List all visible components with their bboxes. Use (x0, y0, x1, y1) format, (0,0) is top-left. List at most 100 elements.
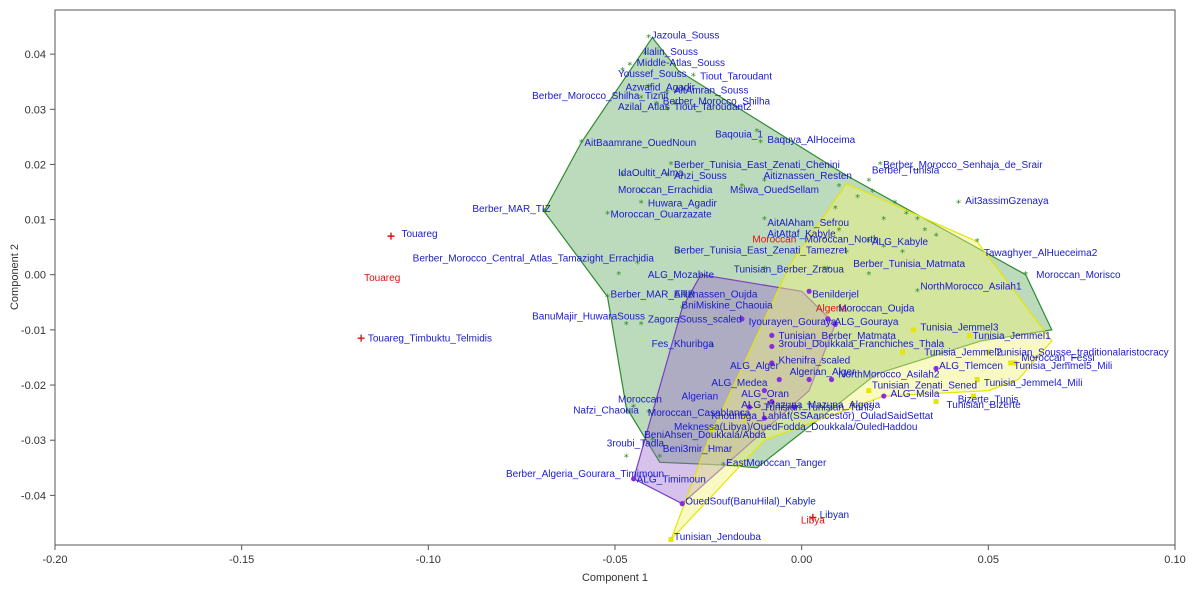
point-label: Khouribga_Lahlaf(SSAancestor)_OuladSaidS… (711, 411, 933, 422)
marker-green: * (721, 461, 726, 472)
marker-red (357, 334, 365, 342)
marker-green: * (1023, 270, 1028, 281)
marker-purple (769, 398, 775, 405)
point-label: Tunisia_Jemmel2 (924, 347, 1002, 358)
point-label: Moroccan_Ouarzazate (611, 210, 713, 221)
point-label: Meknessa(Libya)/OuedFodda_Doukkala/Ouled… (674, 422, 917, 433)
marker-green: * (639, 94, 644, 105)
point-label: Moroccan (752, 234, 796, 245)
point-label: Tunisian_Zenati_Sened (872, 381, 977, 392)
y-axis-title: Component 2 (9, 244, 21, 310)
point-label: Youssef_Souss (618, 69, 687, 80)
marker-green: * (866, 176, 871, 187)
marker-green: * (624, 320, 629, 331)
marker-green: * (855, 193, 860, 204)
marker-green: * (646, 408, 651, 419)
x-tick-label: -0.10 (416, 554, 441, 566)
point-label: ALG_Msila (891, 389, 940, 400)
marker-green: * (639, 320, 644, 331)
point-label: Berber_Tunisia_East_Zenati_Tamezret (674, 245, 847, 256)
marker-green: * (739, 182, 744, 193)
marker-green: * (616, 270, 621, 281)
point-label: OuedSouf(BanuHilal)_Kabyle (685, 496, 816, 507)
marker-purple (739, 316, 745, 322)
point-label: Libya (801, 516, 825, 527)
point-label: Tunisian_Sousse_traditionalaristocracy (995, 347, 1169, 358)
point-label: Moroccan_Fessi (1021, 353, 1094, 364)
marker-green: * (866, 237, 871, 248)
marker-green: * (870, 188, 875, 199)
marker-green: * (639, 188, 644, 199)
y-tick-label: -0.02 (21, 380, 46, 392)
point-label: Moroccan_Errachidia (618, 185, 713, 196)
point-label: 3roubi_Doukkala_Franchiches_Thala (779, 339, 945, 350)
point-label: Berber_Tunisia_East_Zenati_Chenini (674, 160, 840, 171)
marker-green: * (844, 248, 849, 259)
point-label: Tunisia_Jemmel3 (920, 323, 998, 334)
marker-purple (769, 343, 775, 350)
point-label: ALG_Mozabite (648, 270, 715, 281)
marker-green: * (624, 452, 629, 463)
y-tick-label: 0.00 (25, 270, 46, 282)
x-tick-label: -0.15 (229, 554, 254, 566)
marker-yellow (668, 536, 674, 542)
point-label: Middle-Atlas_Souss (637, 58, 725, 69)
marker-purple (769, 360, 775, 366)
marker-green: * (680, 303, 685, 314)
marker-purple (806, 376, 812, 383)
point-label: Nafzi_Chaouia (573, 405, 639, 416)
marker-green: * (837, 226, 842, 237)
point-label: Tunisian_Jendouba (674, 532, 761, 543)
marker-yellow (866, 388, 872, 394)
marker-green: * (605, 210, 610, 221)
marker-purple (746, 404, 753, 410)
marker-red (809, 513, 817, 521)
marker-layer: **************** *************** **** *****… (357, 33, 1028, 542)
marker-green: * (915, 287, 920, 298)
marker-green: * (624, 408, 629, 419)
y-tick-label: 0.01 (25, 215, 46, 227)
marker-yellow (933, 399, 939, 405)
marker-purple (881, 393, 887, 399)
marker-green: * (665, 171, 670, 182)
point-label: Berber_Tunisia (872, 165, 940, 176)
marker-green: * (762, 215, 767, 226)
tick-layer: -0.20 -0.15 -0.10 -0.05 0.00 0.05 0.10 0.04 0.03… (21, 49, 1186, 566)
point-label: AitAmran_Souss (674, 85, 748, 96)
point-label: Moroccan_Casablanca (648, 408, 751, 419)
marker-green: * (710, 342, 715, 353)
marker-purple (806, 288, 812, 294)
point-label: Berber_Tunisia_Matmata (853, 259, 965, 270)
y-tick-label: -0.01 (21, 325, 46, 337)
point-label: AitBaamrane_OuedNoun (584, 138, 696, 149)
marker-yellow (985, 349, 991, 355)
label-layer: Jazoula_Souss Ilalin_SoussMiddle-Atlas_So… (364, 30, 1169, 543)
marker-green: * (579, 138, 584, 149)
point-label: Tunisian_Berber_Matmata (779, 331, 897, 342)
x-tick-label: 0.00 (791, 554, 812, 566)
marker-green: * (762, 176, 767, 187)
x-tick-label: 0.05 (978, 554, 999, 566)
hull-layer (543, 36, 1053, 540)
point-label: Tawaghyer_AlHueceima2 (984, 248, 1098, 259)
point-label: Azwafid_Agadir (625, 83, 695, 94)
marker-green: * (631, 403, 636, 414)
y-tick-label: 0.04 (25, 49, 46, 61)
marker-green: * (650, 436, 655, 447)
marker-green: * (975, 237, 980, 248)
marker-green: * (672, 99, 677, 110)
point-label: NorthMorocco_Asilah1 (920, 281, 1022, 292)
point-label: Jazoula_Souss (652, 30, 720, 41)
point-label: Bizerte_Tunis (958, 394, 1019, 405)
marker-green: * (687, 292, 692, 303)
point-label: Fes_Khuribga (652, 339, 715, 350)
hull-purple (632, 274, 837, 505)
point-label: Khenifra_scaled (779, 356, 851, 367)
point-label: Beni3mir_Hmar (663, 444, 733, 455)
point-label: ALG_Medea (711, 378, 768, 389)
marker-green: * (654, 99, 659, 110)
plot-area (54, 9, 1176, 546)
marker-purple (828, 376, 835, 383)
marker-purple (761, 415, 767, 421)
